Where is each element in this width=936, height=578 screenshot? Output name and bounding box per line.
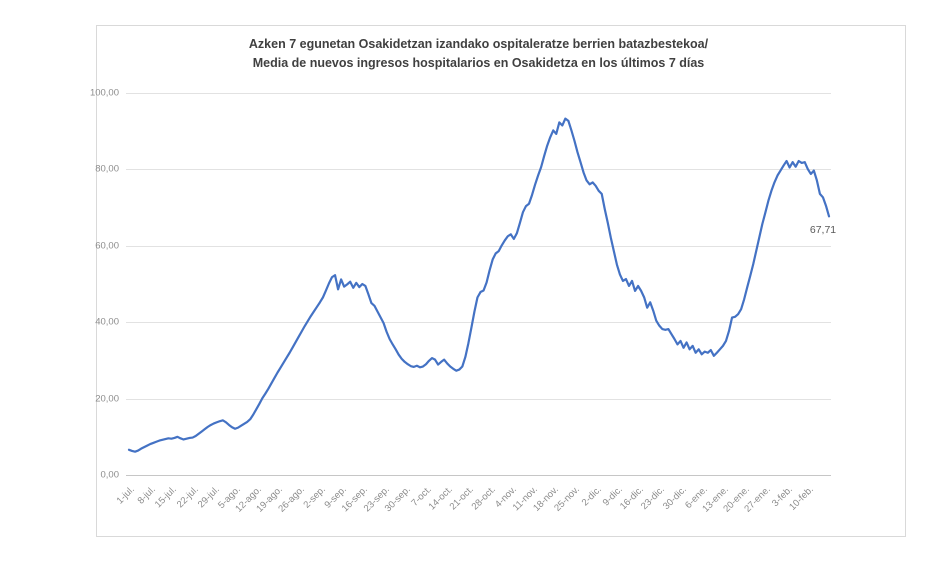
y-axis-tick-label: 40,00 (95, 316, 119, 328)
y-gridline (126, 322, 831, 324)
x-axis-line (126, 475, 831, 476)
x-axis-tick-label: 2-dic. (579, 484, 604, 509)
y-gridline (126, 245, 831, 247)
data-line-svg (127, 117, 831, 453)
y-axis-tick-label: 60,00 (95, 240, 119, 252)
y-gridline (126, 169, 831, 171)
x-axis-tick-label: 29-jul. (195, 484, 222, 511)
y-gridline (126, 398, 831, 400)
x-axis-tick-label: 28-oct. (469, 484, 498, 513)
x-axis-tick-label: 23-dic. (639, 484, 668, 513)
chart-title: Azken 7 egunetan Osakidetzan izandako os… (126, 35, 831, 73)
x-axis-tick-label: 30-dic. (660, 484, 689, 513)
y-axis-tick-label: 0,00 (100, 469, 120, 481)
x-axis-tick-label: 22-jul. (174, 484, 201, 511)
chart-frame: Azken 7 egunetan Osakidetzan izandako os… (90, 25, 906, 537)
x-axis-tick-label: 15-jul. (153, 484, 180, 511)
y-axis-tick-label: 80,00 (95, 163, 119, 175)
last-point-data-label: 67,71 (809, 224, 837, 237)
y-axis-tick-label: 100,00 (89, 87, 119, 99)
chart-title-line2: Media de nuevos ingresos hospitalarios e… (252, 56, 705, 70)
chart-title-line1: Azken 7 egunetan Osakidetzan izandako os… (248, 37, 709, 51)
y-axis-tick-label: 20,00 (95, 393, 119, 405)
x-axis-tick-label: 2-sep. (301, 484, 328, 511)
y-gridline (126, 93, 831, 94)
hospital-admissions-line (127, 117, 831, 453)
x-axis-tick-label: 1-jul. (114, 484, 137, 507)
